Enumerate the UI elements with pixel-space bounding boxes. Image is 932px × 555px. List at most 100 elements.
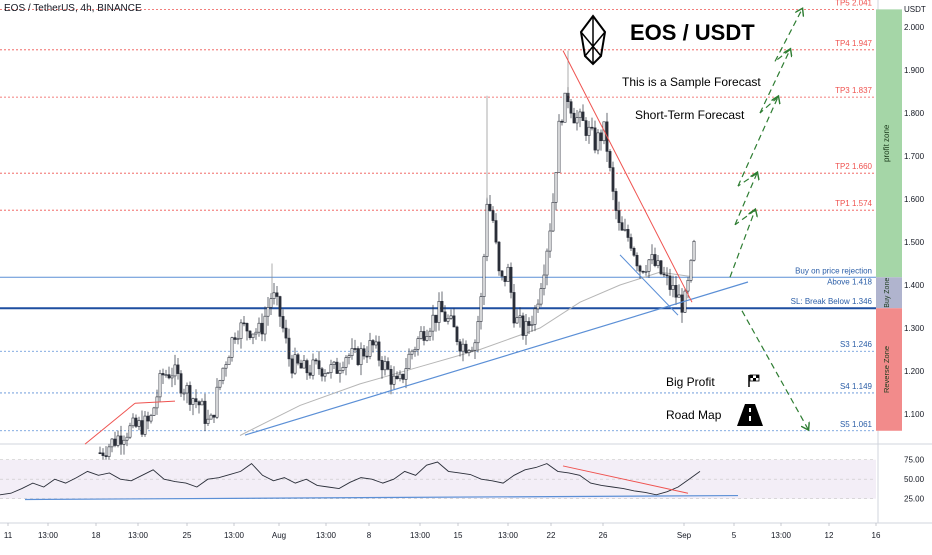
- profit-zone-band: [876, 9, 902, 278]
- x-tick-label: 11: [4, 531, 13, 540]
- candle-body: [557, 120, 561, 173]
- candle-body: [266, 307, 270, 317]
- x-tick-label: 8: [367, 531, 372, 540]
- eos-logo-icon: [579, 14, 607, 66]
- candle-body: [338, 370, 342, 374]
- profit-zone-label: profit zone: [882, 124, 891, 162]
- candle-body: [392, 375, 396, 385]
- road-icon: [737, 404, 763, 426]
- level-label-tp2: TP2 1.660: [835, 162, 872, 171]
- candle-body: [362, 348, 366, 357]
- candle-body: [317, 360, 321, 370]
- candle-body: [593, 127, 597, 151]
- candle-body: [125, 436, 129, 441]
- candle-body: [371, 340, 375, 346]
- buy-zone-band: [876, 277, 902, 309]
- candle-body: [590, 126, 594, 129]
- y-tick-label: 2.000: [904, 23, 925, 32]
- road-stripe: [749, 416, 751, 421]
- candle-body: [485, 203, 489, 257]
- flag-square: [750, 375, 753, 378]
- candle-body: [161, 373, 165, 376]
- candle-body: [608, 151, 612, 168]
- forecast-arrow-4: [759, 50, 790, 114]
- buy-level-label: Buy on price rejection: [795, 266, 872, 275]
- y-tick-label: 1.800: [904, 109, 925, 118]
- buy-level-label2: Above 1.418: [827, 277, 872, 286]
- candle-body: [599, 132, 603, 142]
- candle-body: [260, 322, 264, 335]
- candle-body: [263, 315, 267, 335]
- x-tick-label: 26: [599, 531, 608, 540]
- candle-body: [386, 361, 390, 370]
- candle-body: [476, 321, 480, 344]
- x-tick-label: 13:00: [38, 531, 59, 540]
- y-tick-label: 1.100: [904, 410, 925, 419]
- reverse-zone-band: [876, 308, 902, 431]
- x-tick-label: Sep: [677, 531, 692, 540]
- level-label-sl: SL: Break Below 1.346: [791, 297, 873, 306]
- candle-body: [578, 111, 582, 118]
- candle-body: [644, 271, 648, 273]
- candle-body: [569, 101, 573, 114]
- x-tick-label: 16: [872, 531, 881, 540]
- candle-body: [395, 375, 399, 380]
- rsi-support-trendline: [24, 494, 739, 501]
- candle-body: [374, 341, 378, 346]
- y-tick-label: 1.300: [904, 324, 925, 333]
- candle-body: [650, 254, 654, 261]
- rsi-tick-label: 50.00: [904, 475, 925, 484]
- candle-body: [500, 270, 504, 277]
- candle-body: [416, 338, 420, 350]
- candle-body: [527, 321, 531, 326]
- candle-body: [626, 229, 630, 238]
- candle-body: [677, 294, 681, 298]
- candle-body: [461, 343, 465, 352]
- level-label-tp5: TP5 2.041: [835, 0, 872, 7]
- candle-body: [491, 210, 495, 221]
- candle-body: [641, 270, 645, 273]
- candle-body: [545, 250, 549, 276]
- level-label-tp3: TP3 1.837: [835, 86, 872, 95]
- candle-body: [191, 398, 195, 405]
- resistance-trendline: [562, 50, 693, 303]
- candle-body: [236, 338, 240, 340]
- candle-body: [611, 167, 615, 192]
- candle-body: [107, 446, 111, 457]
- candle-body: [113, 438, 117, 446]
- candle-body: [554, 172, 558, 203]
- candle-body: [221, 367, 225, 381]
- y-tick-label: 1.500: [904, 238, 925, 247]
- candle-body: [347, 355, 351, 358]
- x-tick-label: 18: [92, 531, 101, 540]
- candle-body: [617, 210, 621, 223]
- candle-body: [467, 350, 471, 354]
- candle-body: [206, 418, 210, 424]
- candle-body: [335, 361, 339, 374]
- candle-body: [680, 294, 684, 313]
- candle-body: [197, 401, 201, 406]
- candle-body: [623, 229, 627, 231]
- x-tick-label: 5: [732, 531, 737, 540]
- candle-body: [311, 359, 315, 376]
- reverse-arrow: [741, 310, 808, 429]
- candle-body: [689, 259, 693, 281]
- candle-body: [296, 354, 300, 364]
- candle-body: [341, 367, 345, 371]
- currency-label: USDT: [904, 5, 926, 14]
- subtitle-1: This is a Sample Forecast: [622, 75, 761, 89]
- x-tick-label: 13:00: [498, 531, 519, 540]
- candle-body: [167, 374, 171, 379]
- level-label-s5: S5 1.061: [840, 420, 873, 429]
- candle-body: [119, 435, 123, 445]
- rsi-tick-label: 75.00: [904, 456, 925, 465]
- candle-body: [662, 273, 666, 276]
- candle-body: [452, 315, 456, 328]
- candle-body: [575, 117, 579, 124]
- candle-body: [179, 373, 183, 394]
- candle-body: [218, 380, 222, 388]
- candle-body: [227, 357, 231, 365]
- candle-body: [638, 265, 642, 272]
